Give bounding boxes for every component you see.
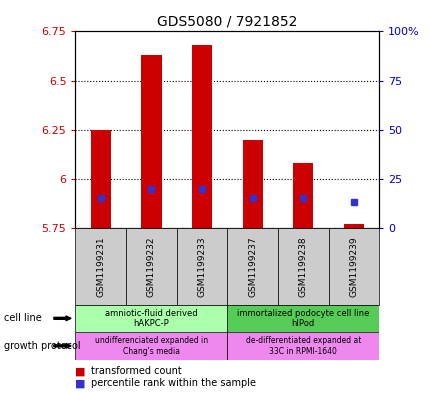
- Bar: [141, 55, 161, 228]
- Bar: [90, 130, 111, 228]
- Text: de-differentiated expanded at
33C in RPMI-1640: de-differentiated expanded at 33C in RPM…: [245, 336, 360, 356]
- Text: GSM1199231: GSM1199231: [96, 236, 105, 297]
- Text: percentile rank within the sample: percentile rank within the sample: [90, 378, 255, 388]
- Text: growth protocol: growth protocol: [4, 341, 81, 351]
- Text: GSM1199233: GSM1199233: [197, 236, 206, 297]
- Bar: [242, 140, 262, 228]
- Bar: [292, 163, 313, 228]
- Text: ■: ■: [75, 366, 86, 376]
- Text: amniotic-fluid derived
hAKPC-P: amniotic-fluid derived hAKPC-P: [105, 309, 197, 328]
- Text: GSM1199237: GSM1199237: [248, 236, 257, 297]
- Bar: [191, 45, 212, 228]
- Bar: [75, 228, 126, 305]
- Text: ■: ■: [75, 378, 86, 388]
- Title: GDS5080 / 7921852: GDS5080 / 7921852: [157, 15, 297, 29]
- Bar: [227, 228, 277, 305]
- Text: transformed count: transformed count: [90, 366, 181, 376]
- Text: undifferenciated expanded in
Chang's media: undifferenciated expanded in Chang's med…: [95, 336, 207, 356]
- Bar: [75, 332, 227, 360]
- Bar: [126, 228, 176, 305]
- Bar: [328, 228, 378, 305]
- Text: cell line: cell line: [4, 313, 42, 323]
- Bar: [277, 228, 328, 305]
- Text: GSM1199239: GSM1199239: [349, 236, 358, 297]
- Bar: [75, 305, 227, 332]
- Bar: [343, 224, 363, 228]
- Bar: [227, 305, 378, 332]
- Bar: [227, 332, 378, 360]
- Text: immortalized podocyte cell line
hIPod: immortalized podocyte cell line hIPod: [237, 309, 369, 328]
- Text: GSM1199232: GSM1199232: [147, 236, 156, 296]
- Bar: [176, 228, 227, 305]
- Text: GSM1199238: GSM1199238: [298, 236, 307, 297]
